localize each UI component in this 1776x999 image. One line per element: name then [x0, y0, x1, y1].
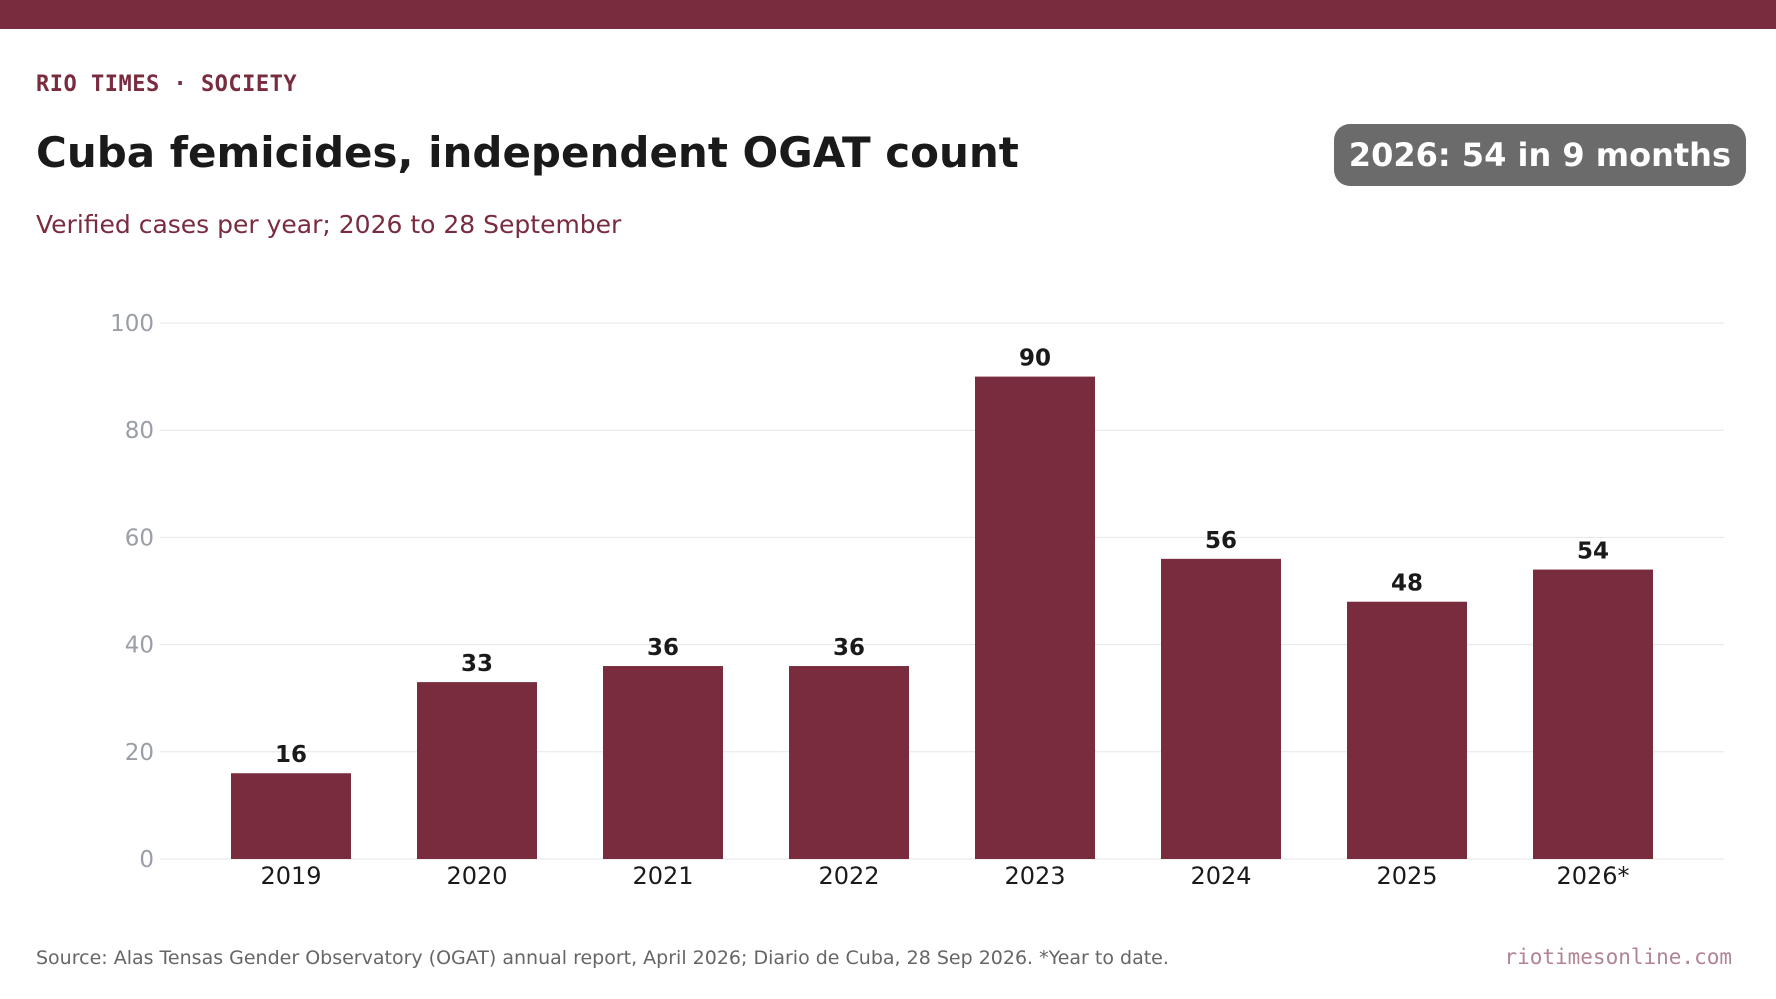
y-tick-label: 0	[139, 847, 154, 873]
x-tick-label: 2022	[818, 862, 879, 890]
site-credit: riotimesonline.com	[1504, 945, 1732, 969]
y-tick-label: 40	[125, 633, 154, 659]
x-tick-label: 2020	[446, 862, 507, 890]
bar-value-label: 36	[833, 635, 865, 661]
y-tick-label: 80	[125, 418, 154, 444]
source-note: Source: Alas Tensas Gender Observatory (…	[36, 947, 1169, 969]
bar-value-label: 48	[1391, 571, 1423, 597]
bar-value-label: 56	[1205, 528, 1237, 554]
y-tick-label: 20	[125, 740, 154, 766]
y-tick-label: 100	[110, 311, 154, 337]
x-tick-label: 2021	[632, 862, 693, 890]
bar	[1347, 601, 1467, 859]
bar-value-label: 16	[275, 742, 307, 768]
x-tick-label: 2024	[1190, 862, 1251, 890]
bar	[231, 773, 351, 859]
bar	[789, 666, 909, 859]
bar	[603, 666, 723, 859]
chart-title: Cuba femicides, independent OGAT count	[36, 128, 1019, 177]
y-tick-label: 60	[125, 525, 154, 551]
x-tick-label: 2023	[1004, 862, 1065, 890]
top-accent-bar	[0, 0, 1776, 29]
bar-value-label: 90	[1019, 346, 1051, 372]
x-tick-label: 2026*	[1556, 862, 1629, 890]
bar	[417, 682, 537, 859]
bar-value-label: 54	[1577, 539, 1609, 565]
x-tick-label: 2019	[260, 862, 321, 890]
bar-value-label: 36	[647, 635, 679, 661]
chart-subtitle: Verified cases per year; 2026 to 28 Sept…	[36, 210, 622, 239]
bar	[975, 376, 1095, 859]
section-kicker: RIO TIMES · SOCIETY	[36, 72, 298, 97]
bar-value-label: 33	[461, 651, 493, 677]
x-tick-label: 2025	[1376, 862, 1437, 890]
highlight-badge: 2026: 54 in 9 months	[1333, 124, 1746, 186]
bar	[1161, 558, 1281, 859]
bar	[1533, 569, 1653, 859]
